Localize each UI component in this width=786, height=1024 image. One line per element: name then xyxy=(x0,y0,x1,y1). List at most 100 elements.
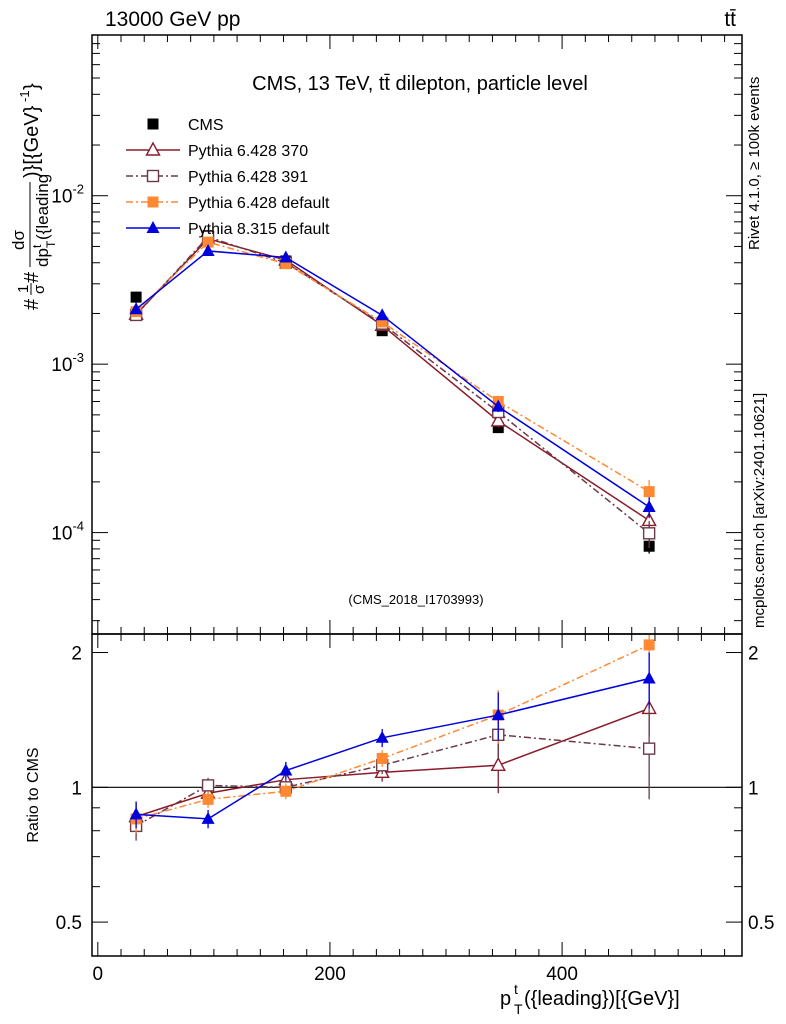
rivet-label: Rivet 4.1.0, ≥ 100k events xyxy=(746,77,763,250)
ratio-y-tick-label: 2 xyxy=(71,644,82,665)
x-tick-label: 400 xyxy=(546,964,578,985)
ratio-line xyxy=(135,644,650,820)
series-p6def xyxy=(130,236,655,506)
ratio-y-axis-label: Ratio to CMS xyxy=(25,747,42,842)
legend-entry: Pythia 6.428 391 xyxy=(126,169,308,186)
ratio-point xyxy=(129,807,143,820)
ratio-point xyxy=(376,752,388,764)
ratio-series-p8def xyxy=(129,652,656,829)
x-axis-label: p T t ({leading})[{GeV}] xyxy=(500,981,680,1017)
ratio-point xyxy=(280,785,292,797)
ratio-y-tick-label-right: 0.5 xyxy=(748,913,774,934)
ratio-line xyxy=(136,677,650,820)
ratio-y-tick-label: 1 xyxy=(71,778,82,799)
ratio-point xyxy=(202,793,214,805)
main-y-tick-label: 10-2 xyxy=(51,182,84,208)
legend-label: Pythia 6.428 391 xyxy=(188,169,308,186)
ratio-point xyxy=(279,763,293,776)
data-point xyxy=(129,302,143,315)
mcplots-label: mcplots.cern.ch [arXiv:2401.10621] xyxy=(751,393,768,628)
legend-marker xyxy=(146,169,160,183)
main-y-axis-label: # 1 σ # dσ dp T t ({leading )}[{GeV} -1 … xyxy=(9,83,58,310)
data-point xyxy=(201,243,215,256)
header-process: 13000 GeV pp xyxy=(105,8,240,31)
legend-marker xyxy=(145,141,161,156)
legend-label: Pythia 8.315 default xyxy=(188,221,330,238)
analysis-watermark: (CMS_2018_I1703993) xyxy=(348,592,483,607)
ratio-series-group xyxy=(128,634,657,841)
y-label-sup-t: t xyxy=(30,244,44,248)
ratio-point xyxy=(201,779,215,792)
legend-label: CMS xyxy=(188,117,224,134)
ratio-series-p6def xyxy=(130,634,655,834)
data-point xyxy=(642,527,656,540)
main-y-tick-label: 10-4 xyxy=(51,519,84,545)
ratio-point xyxy=(201,811,215,824)
legend-entry: Pythia 8.315 default xyxy=(126,221,330,238)
ratio-series-p370 xyxy=(128,684,657,831)
header-channel: tt̄ xyxy=(724,8,736,31)
series-cms xyxy=(130,230,655,554)
data-point xyxy=(280,258,292,270)
ratio-point xyxy=(491,708,505,721)
x-tick-label: 0 xyxy=(93,964,104,985)
main-y-tick-label: 10-3 xyxy=(51,350,84,376)
legend-label: Pythia 6.428 default xyxy=(188,195,330,212)
series-line xyxy=(135,235,650,534)
x-label-p: p xyxy=(500,988,511,1010)
y-label-sigma: σ xyxy=(31,284,48,294)
data-point xyxy=(202,236,214,248)
x-label-rest: ({leading})[{GeV}] xyxy=(524,988,680,1010)
y-label-sub-t: T xyxy=(44,240,58,248)
data-point xyxy=(642,499,656,512)
series-p8def xyxy=(129,243,656,519)
y-label-exp: -1 xyxy=(17,90,32,102)
series-line xyxy=(135,241,650,493)
chart-title: CMS, 13 TeV, tt̄ dilepton, particle leve… xyxy=(252,73,588,95)
series-line xyxy=(135,250,650,508)
ratio-axes: 0 200 400 0.5 0.5 1 1 2 2 xyxy=(56,634,774,985)
y-label-leading: ({leading xyxy=(33,174,52,240)
data-point xyxy=(643,486,655,498)
main-series-group xyxy=(128,230,657,554)
legend-entry: Pythia 6.428 370 xyxy=(126,141,308,160)
ratio-y-tick-label-right: 2 xyxy=(748,644,759,665)
y-label-hash: # xyxy=(21,271,43,283)
ratio-y-tick-label: 0.5 xyxy=(56,913,82,934)
ratio-frame xyxy=(91,633,743,957)
legend-marker xyxy=(147,118,159,130)
ratio-y-tick-label-right: 1 xyxy=(748,778,759,799)
y-label-prefix: # xyxy=(21,298,43,310)
data-point xyxy=(490,412,506,427)
legend: CMS Pythia 6.428 370 Pythia 6.428 391 Pythi… xyxy=(126,117,330,238)
legend-entry: CMS xyxy=(147,117,224,134)
data-point xyxy=(130,291,142,303)
data-point xyxy=(491,399,505,412)
data-point xyxy=(279,250,293,263)
y-label-dpt: dp xyxy=(33,248,52,267)
ratio-panel: 0 200 400 0.5 0.5 1 1 2 2 Ratio to CMS p T t ({l… xyxy=(25,633,774,1017)
legend-marker xyxy=(147,196,159,208)
y-label-units: )}[{GeV} xyxy=(21,105,43,178)
x-label-sub-t: T xyxy=(514,1001,523,1017)
y-label-one: 1 xyxy=(15,285,32,293)
main-panel: 10-4 10-3 10-2 CMS, 13 TeV, tt̄ dilepton, … xyxy=(9,34,743,635)
ratio-point xyxy=(375,730,389,743)
series-p370 xyxy=(128,230,657,531)
x-label-sup-t: t xyxy=(514,981,518,997)
ratio-point xyxy=(643,639,655,651)
ratio-line xyxy=(135,707,650,818)
series-p391 xyxy=(129,230,656,549)
legend-entry: Pythia 6.428 default xyxy=(126,195,330,212)
series-line xyxy=(135,237,650,522)
legend-marker xyxy=(146,221,160,233)
y-label-close: } xyxy=(21,83,43,90)
ratio-point xyxy=(642,742,656,755)
y-label-dsigma: dσ xyxy=(9,230,28,250)
x-tick-label: 200 xyxy=(314,964,346,985)
data-point xyxy=(376,316,388,328)
legend-label: Pythia 6.428 370 xyxy=(188,143,308,160)
data-point xyxy=(375,308,389,321)
ratio-point xyxy=(642,671,656,684)
